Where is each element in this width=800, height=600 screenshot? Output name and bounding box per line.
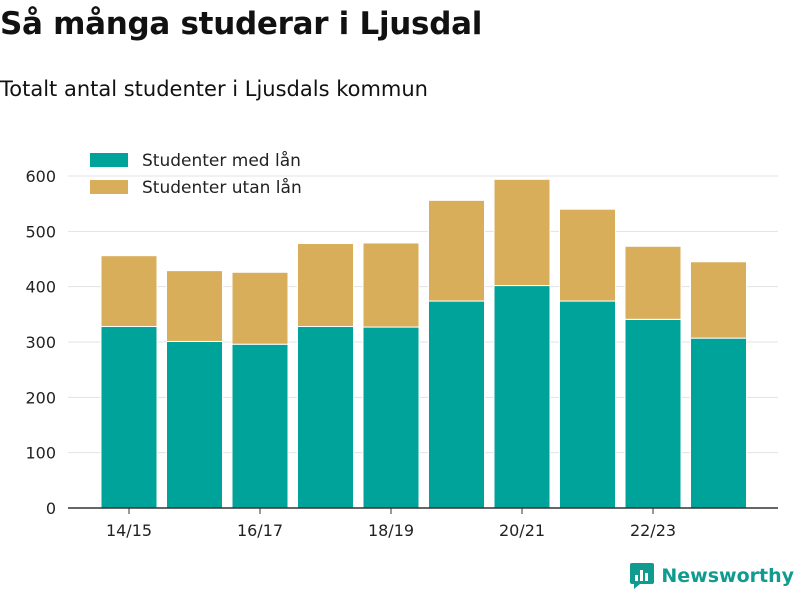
bar-with-loan	[690, 337, 747, 509]
x-tick-label: 16/17	[237, 521, 283, 540]
chart-title: Så många studerar i Ljusdal	[0, 6, 483, 42]
y-tick-label: 600	[25, 167, 56, 186]
bar-with-loan	[493, 285, 551, 509]
legend-swatch-with-loan	[90, 153, 128, 167]
brand-name: Newsworthy	[661, 565, 794, 587]
bar-without-loan	[231, 271, 289, 345]
bar-without-loan	[493, 178, 551, 287]
bar-with-loan	[559, 300, 616, 509]
x-axis-ticks: 14/15 16/17 18/19 20/21 22/23	[106, 508, 676, 540]
y-tick-label: 300	[25, 333, 56, 352]
x-tick-label: 14/15	[106, 521, 152, 540]
bars	[100, 178, 747, 509]
bar-without-loan	[166, 270, 223, 342]
y-tick-label: 500	[25, 222, 56, 241]
bar-with-loan	[297, 326, 354, 509]
bar-without-loan	[624, 245, 682, 320]
bar-with-loan	[231, 343, 289, 509]
bar-without-loan	[559, 208, 616, 302]
x-tick-label: 20/21	[499, 521, 545, 540]
bar-with-loan	[166, 340, 223, 509]
legend-label: Studenter utan lån	[142, 177, 302, 198]
y-tick-label: 100	[25, 444, 56, 463]
bar-with-loan	[362, 326, 420, 509]
bar-with-loan	[428, 300, 485, 509]
bar-with-loan	[624, 318, 682, 509]
brand-logo: Newsworthy	[629, 562, 794, 590]
legend: Studenter med lån Studenter utan lån	[87, 150, 323, 201]
legend-swatch-without-loan	[90, 180, 128, 194]
bar-without-loan	[100, 255, 158, 328]
chart-subtitle: Totalt antal studenter i Ljusdals kommun	[0, 77, 428, 101]
bar-without-loan	[362, 242, 420, 328]
bar-with-loan	[100, 326, 158, 509]
y-tick-label: 200	[25, 388, 56, 407]
x-tick-label: 22/23	[630, 521, 676, 540]
bar-without-loan	[690, 261, 747, 339]
y-tick-label: 400	[25, 278, 56, 297]
legend-label: Studenter med lån	[142, 150, 301, 171]
y-axis-ticks: 0 100 200 300 400 500 600	[25, 167, 56, 518]
x-tick-label: 18/19	[368, 521, 414, 540]
bar-without-loan	[428, 199, 485, 302]
bar-without-loan	[297, 243, 354, 328]
y-tick-label: 0	[46, 499, 56, 518]
newsworthy-logo-icon	[630, 563, 655, 589]
